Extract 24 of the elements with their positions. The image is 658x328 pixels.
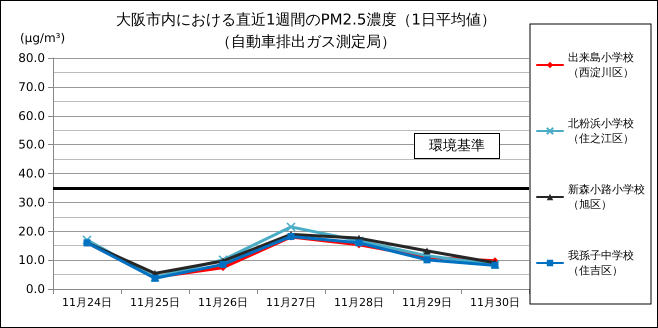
x-tick-label: 11月24日 bbox=[62, 296, 112, 309]
x-tick-label: 11月26日 bbox=[198, 296, 248, 309]
legend-label: 出来島小学校（西淀川区） bbox=[568, 51, 634, 79]
chart-title: 大阪市内における直近1週間のPM2.5濃度（1日平均値） bbox=[116, 10, 496, 28]
y-tick-label: 30.0 bbox=[18, 195, 45, 210]
y-tick-label: 50.0 bbox=[18, 138, 45, 152]
legend-label: 新森小路小学校（旭区） bbox=[568, 183, 645, 211]
x-tick-label: 11月25日 bbox=[130, 296, 180, 309]
y-tick-label: 0.0 bbox=[26, 282, 45, 296]
y-tick-label: 70.0 bbox=[18, 80, 45, 94]
legend-label: 我孫子中学校（住吉区） bbox=[568, 249, 634, 277]
x-tick-label: 11月30日 bbox=[470, 296, 520, 309]
ref-line-label: 環境基準 bbox=[429, 138, 485, 154]
x-tick-label: 11月29日 bbox=[402, 296, 452, 309]
y-tick-label: 10.0 bbox=[18, 253, 45, 268]
y-tick-label: 40.0 bbox=[18, 166, 45, 180]
x-tick-label: 11月27日 bbox=[266, 296, 316, 309]
y-tick-label: 60.0 bbox=[18, 108, 45, 123]
legend-label: 北粉浜小学校（住之江区） bbox=[568, 117, 634, 145]
y-axis-title: (μg/m³) bbox=[20, 31, 66, 45]
y-tick-label: 80.0 bbox=[18, 51, 45, 65]
chart-subtitle: （自動車排出ガス測定局） bbox=[216, 32, 396, 50]
y-tick-label: 20.0 bbox=[18, 224, 45, 238]
x-tick-label: 11月28日 bbox=[334, 296, 384, 309]
